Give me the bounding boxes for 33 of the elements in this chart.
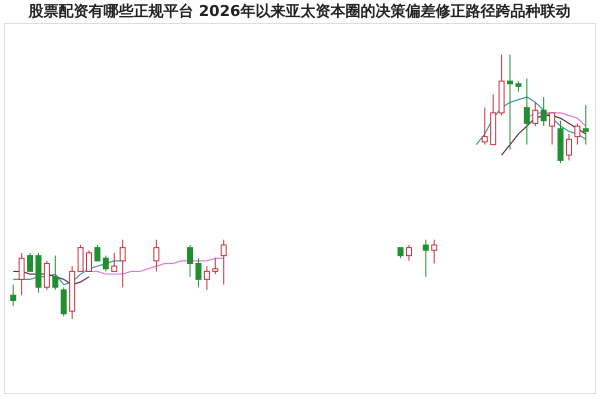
candlestick bbox=[52, 255, 58, 290]
candlestick bbox=[86, 250, 92, 272]
candlestick bbox=[532, 102, 538, 127]
candlestick bbox=[507, 54, 514, 150]
candlestick bbox=[153, 239, 160, 272]
candlestick bbox=[582, 104, 589, 146]
candlestick bbox=[18, 252, 25, 296]
candlestick bbox=[120, 239, 126, 288]
candlestick bbox=[44, 260, 50, 290]
candlestick bbox=[515, 80, 522, 92]
candlestick bbox=[195, 258, 202, 288]
candlestick bbox=[566, 134, 572, 161]
candlestick bbox=[27, 252, 34, 272]
candlestick bbox=[78, 244, 84, 272]
candlestick bbox=[549, 112, 556, 146]
candlestick bbox=[212, 258, 218, 275]
candlestick bbox=[422, 239, 429, 278]
candlestick bbox=[482, 107, 488, 146]
candlestick bbox=[102, 255, 109, 272]
candlestick bbox=[10, 284, 16, 306]
candlestick bbox=[431, 239, 438, 264]
candlestick bbox=[220, 239, 227, 286]
candlestick bbox=[94, 244, 100, 262]
candlestick bbox=[524, 78, 530, 146]
candlestick bbox=[406, 244, 412, 262]
candlestick bbox=[574, 122, 580, 146]
candlestick bbox=[204, 266, 210, 290]
chart-title: 股票配资有哪些正规平台 2026年以来亚太资本圈的决策偏差修正路径跨品种联动 bbox=[28, 2, 570, 20]
candlestick bbox=[111, 252, 118, 272]
candlestick bbox=[398, 247, 404, 259]
candlestick bbox=[540, 96, 547, 127]
candlestick bbox=[60, 286, 67, 317]
candlestick bbox=[187, 244, 194, 278]
